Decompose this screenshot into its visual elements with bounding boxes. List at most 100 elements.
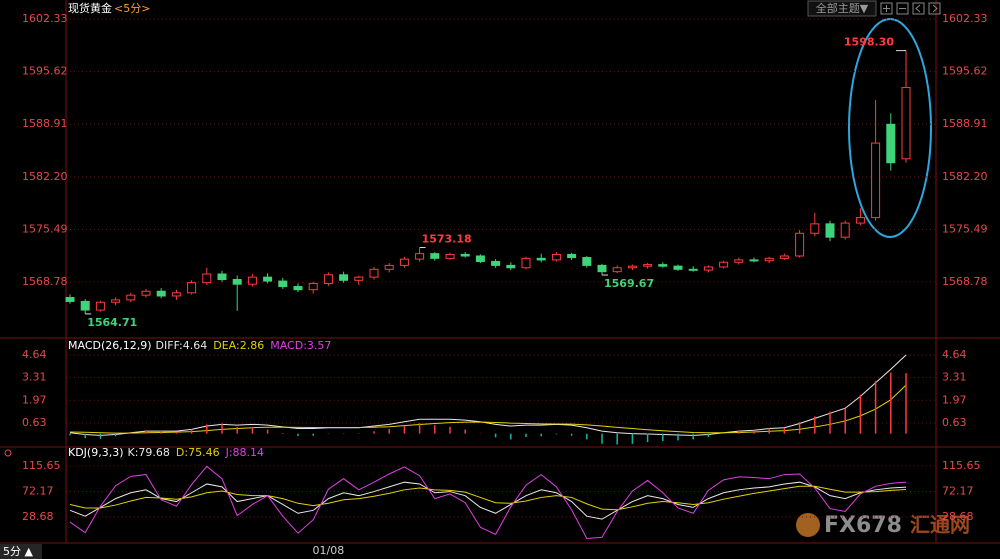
- candle-body: [688, 268, 698, 271]
- y-tick-label: 1582.20: [22, 170, 68, 183]
- footer-period[interactable]: 5分 ▲: [3, 545, 33, 558]
- y-tick-label: 1602.33: [942, 12, 988, 25]
- candle-body: [825, 223, 835, 238]
- x-tick-label: 01/08: [313, 544, 345, 557]
- candle-body: [247, 276, 257, 285]
- y-tick-label: 1568.78: [942, 275, 988, 288]
- candle-body: [369, 268, 379, 278]
- candle-body: [703, 266, 713, 271]
- candle-body: [460, 253, 470, 257]
- candle-body: [65, 297, 75, 302]
- indicator-title: MACD(26,12,9): [68, 339, 152, 352]
- candle-body: [430, 253, 440, 259]
- y-tick-label: 1588.91: [942, 117, 988, 130]
- candle-body: [80, 300, 90, 311]
- y-tick-label: 28.68: [942, 510, 974, 523]
- candle-body: [749, 259, 759, 262]
- y-tick-label: 0.63: [22, 416, 47, 429]
- period-box[interactable]: [0, 544, 42, 559]
- candle-body: [445, 253, 455, 259]
- candle-body: [339, 274, 349, 281]
- candle-body: [886, 123, 896, 164]
- y-tick-label: 1.97: [942, 393, 967, 406]
- candle-body: [536, 257, 546, 261]
- legend-entry: J:88.14: [225, 446, 264, 459]
- period-label[interactable]: <5分>: [114, 2, 150, 15]
- candle-body: [612, 267, 622, 273]
- candle-body: [627, 265, 637, 269]
- candle-body: [308, 282, 318, 291]
- candle-body: [95, 301, 105, 311]
- y-tick-label: 0.63: [942, 416, 967, 429]
- candle-body: [171, 292, 181, 297]
- candle-body: [871, 142, 881, 219]
- candle-body: [719, 261, 729, 268]
- candle-body: [187, 282, 197, 294]
- y-tick-label: 4.64: [22, 348, 47, 361]
- y-tick-label: 3.31: [942, 371, 967, 384]
- theme-button[interactable]: [807, 0, 877, 17]
- candle-body: [658, 264, 668, 267]
- theme-button-label[interactable]: 全部主题▼: [816, 1, 869, 15]
- indicator-line: [69, 485, 907, 511]
- watermark: FX678 汇通网: [796, 513, 970, 538]
- watermark-logo: [796, 513, 820, 537]
- candle-body: [734, 259, 744, 263]
- legend-entry: K:79.68: [128, 446, 170, 459]
- y-tick-label: 72.17: [942, 484, 974, 497]
- candle-body: [673, 265, 683, 270]
- watermark-name: 汇通网: [910, 513, 970, 537]
- indicator-icon: [4, 449, 12, 457]
- instrument-title: 现货黄金: [68, 1, 112, 15]
- candle-body: [855, 217, 865, 224]
- y-tick-label: 1582.20: [942, 170, 988, 183]
- candle-body: [582, 257, 592, 266]
- candle-body: [475, 255, 485, 262]
- y-tick-label: 28.68: [22, 510, 54, 523]
- indicator-line: [69, 354, 907, 436]
- legend-entry: DIFF:4.64: [156, 339, 208, 352]
- toolbar-icons[interactable]: [880, 2, 941, 15]
- y-tick-label: 3.31: [22, 371, 47, 384]
- annotation-label: 1573.18: [422, 233, 472, 246]
- candle-body: [901, 86, 911, 160]
- candle-body: [597, 264, 607, 273]
- candle-body: [491, 260, 501, 266]
- y-tick-label: 1588.91: [22, 117, 68, 130]
- annotation-label: 1598.30: [844, 36, 894, 49]
- candle-body: [643, 264, 653, 267]
- candle-body: [217, 273, 227, 281]
- legend-entry: DEA:2.86: [213, 339, 264, 352]
- candle-body: [278, 280, 288, 288]
- candle-body: [202, 273, 212, 284]
- y-tick-label: 1595.62: [942, 65, 988, 78]
- indicator-line: [69, 481, 907, 520]
- candle-body: [323, 274, 333, 284]
- candle-body: [111, 299, 121, 303]
- candle-body: [354, 276, 364, 281]
- y-tick-label: 115.65: [22, 459, 61, 472]
- y-tick-label: 1575.49: [942, 222, 988, 235]
- candle-body: [779, 255, 789, 259]
- candle-body: [551, 253, 561, 261]
- candle-body: [126, 294, 136, 301]
- candle-body: [810, 223, 820, 234]
- candle-body: [293, 286, 303, 291]
- candle-body: [263, 276, 273, 282]
- y-tick-label: 4.64: [942, 348, 967, 361]
- y-tick-label: 1595.62: [22, 65, 68, 78]
- candle-body: [521, 257, 531, 269]
- annotation-label: 1564.71: [87, 316, 137, 329]
- candle-body: [384, 264, 394, 270]
- candle-body: [399, 258, 409, 266]
- legend-entry: D:75.46: [176, 446, 220, 459]
- y-tick-label: 1575.49: [22, 222, 68, 235]
- y-tick-label: 1.97: [22, 393, 47, 406]
- candle-body: [506, 264, 516, 269]
- y-tick-label: 72.17: [22, 484, 54, 497]
- y-tick-label: 1602.33: [22, 12, 68, 25]
- legend-entry: MACD:3.57: [270, 339, 331, 352]
- candle-body: [764, 257, 774, 262]
- candle-body: [141, 290, 151, 296]
